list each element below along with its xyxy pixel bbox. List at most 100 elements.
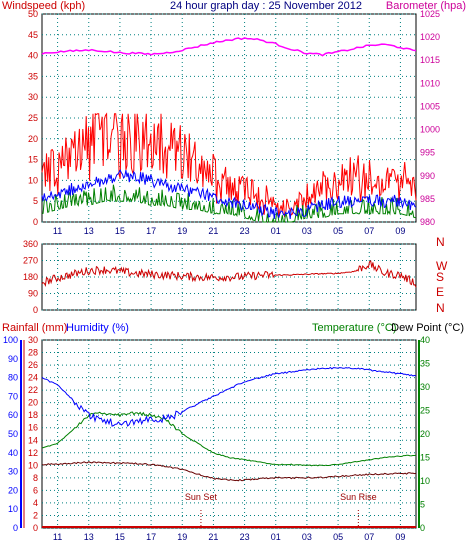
windspeed-axis-title: Windspeed (kph) (2, 0, 85, 12)
rainfall-tick-label: 30 (28, 335, 38, 345)
temperature-tick-label: 5 (420, 500, 425, 510)
wind-barometer-panel: 11 13 15 17 19 21 23 01 03 05 07 090510152025303540… (28, 9, 440, 236)
humidity-tick-label: 100 (3, 335, 18, 345)
direction-tick-label: 0 (33, 305, 38, 315)
windspeed-tick-label: 35 (28, 71, 38, 81)
temp-panel-x-tick-label: 23 (240, 532, 250, 542)
humidity-tick-label: 30 (8, 467, 18, 477)
humidity-tick-label: 0 (13, 523, 18, 533)
rainfall-tick-label: 16 (28, 423, 38, 433)
barometer-line (41, 37, 417, 57)
temp-panel-x-tick-label: 19 (177, 532, 187, 542)
direction-tick-label: 360 (23, 239, 38, 249)
rainfall-tick-label: 22 (28, 385, 38, 395)
temperature-tick-label: 10 (420, 476, 430, 486)
windspeed-tick-label: 10 (28, 175, 38, 185)
humidity-tick-label: 50 (8, 429, 18, 439)
barometer-tick-label: 980 (420, 217, 435, 227)
wind-panel-x-tick-label: 15 (115, 226, 125, 236)
rainfall-tick-label: 20 (28, 398, 38, 408)
humidity-tick-label: 70 (8, 391, 18, 401)
barometer-tick-label: 1015 (420, 55, 440, 65)
direction-letter: N (436, 301, 445, 315)
wind-panel-x-tick-label: 17 (146, 226, 156, 236)
humidity-tick-label: 40 (8, 448, 18, 458)
windspeed-tick-label: 0 (33, 217, 38, 227)
wind-direction-line (41, 260, 417, 288)
temperature-humidity-panel: 11 13 15 17 19 21 23 01 03 05 07 090246810121416182… (3, 335, 430, 542)
wind-average-line (41, 169, 417, 220)
wind-panel-x-tick-label: 05 (333, 226, 343, 236)
temperature-axis-title: Temperature (°C) (312, 322, 396, 334)
barometer-tick-label: 1020 (420, 32, 440, 42)
barometer-tick-label: 985 (420, 194, 435, 204)
dewpoint-line (41, 461, 417, 482)
windspeed-tick-label: 20 (28, 134, 38, 144)
direction-tick-label: 180 (23, 272, 38, 282)
barometer-tick-label: 995 (420, 148, 435, 158)
humidity-axis-title: Humidity (%) (66, 322, 129, 334)
wind-panel-x-tick-label: 13 (84, 226, 94, 236)
temp-panel-x-tick-label: 13 (84, 532, 94, 542)
windspeed-tick-label: 15 (28, 155, 38, 165)
temperature-tick-label: 20 (420, 429, 430, 439)
wind-panel-x-tick-label: 23 (240, 226, 250, 236)
rainfall-tick-label: 26 (28, 360, 38, 370)
wind-panel-x-tick-label: 11 (53, 226, 62, 236)
temp-panel-x-tick-label: 03 (302, 532, 312, 542)
temp-panel-x-tick-label: 07 (364, 532, 374, 542)
windspeed-tick-label: 5 (33, 196, 38, 206)
rainfall-tick-label: 18 (28, 410, 38, 420)
sun-set-label: Sun Set (185, 492, 218, 502)
temp-panel-x-tick-label: 17 (146, 532, 156, 542)
wind-panel-x-tick-label: 03 (302, 226, 312, 236)
barometer-axis-title: Barometer (hpa) (386, 0, 466, 12)
temp-panel-x-tick-label: 11 (53, 532, 62, 542)
humidity-line (41, 366, 417, 427)
rainfall-tick-label: 2 (33, 510, 38, 520)
wind-panel-x-tick-label: 01 (271, 226, 281, 236)
barometer-tick-label: 1005 (420, 101, 440, 111)
windspeed-tick-label: 40 (28, 51, 38, 61)
direction-letter: S (436, 270, 444, 284)
direction-tick-label: 90 (28, 289, 38, 299)
rainfall-tick-label: 8 (33, 473, 38, 483)
barometer-tick-label: 1025 (420, 9, 440, 19)
rainfall-tick-label: 28 (28, 348, 38, 358)
humidity-tick-label: 80 (8, 373, 18, 383)
dewpoint-axis-title: Dew Point (°C) (391, 322, 464, 334)
windspeed-tick-label: 45 (28, 30, 38, 40)
wind-panel-x-tick-label: 09 (395, 226, 405, 236)
wind-low-line (41, 184, 417, 223)
humidity-tick-label: 10 (8, 504, 18, 514)
barometer-tick-label: 1010 (420, 78, 440, 88)
temperature-tick-label: 35 (420, 359, 430, 369)
rainfall-tick-label: 24 (28, 373, 38, 383)
rainfall-tick-label: 0 (33, 523, 38, 533)
temperature-tick-label: 0 (420, 523, 425, 533)
barometer-tick-label: 1000 (420, 125, 440, 135)
temp-panel-x-tick-label: 05 (333, 532, 343, 542)
rainfall-tick-label: 12 (28, 448, 38, 458)
direction-letter: N (436, 235, 445, 249)
temperature-tick-label: 40 (420, 335, 430, 345)
temperature-tick-label: 25 (420, 406, 430, 416)
rainfall-tick-label: 10 (28, 460, 38, 470)
windspeed-tick-label: 30 (28, 92, 38, 102)
temperature-tick-label: 15 (420, 453, 430, 463)
chart-title: 24 hour graph day : 25 November 2012 (170, 0, 362, 12)
temp-panel-x-tick-label: 01 (271, 532, 281, 542)
windspeed-tick-label: 25 (28, 113, 38, 123)
temperature-tick-label: 30 (420, 382, 430, 392)
humidity-tick-label: 20 (8, 485, 18, 495)
direction-tick-label: 270 (23, 256, 38, 266)
temperature-line (41, 411, 417, 467)
rainfall-axis-title: Rainfall (mm) (2, 322, 67, 334)
humidity-tick-label: 90 (8, 354, 18, 364)
direction-letter: W (436, 259, 448, 273)
windspeed-tick-label: 50 (28, 9, 38, 19)
temp-panel-x-tick-label: 15 (115, 532, 125, 542)
